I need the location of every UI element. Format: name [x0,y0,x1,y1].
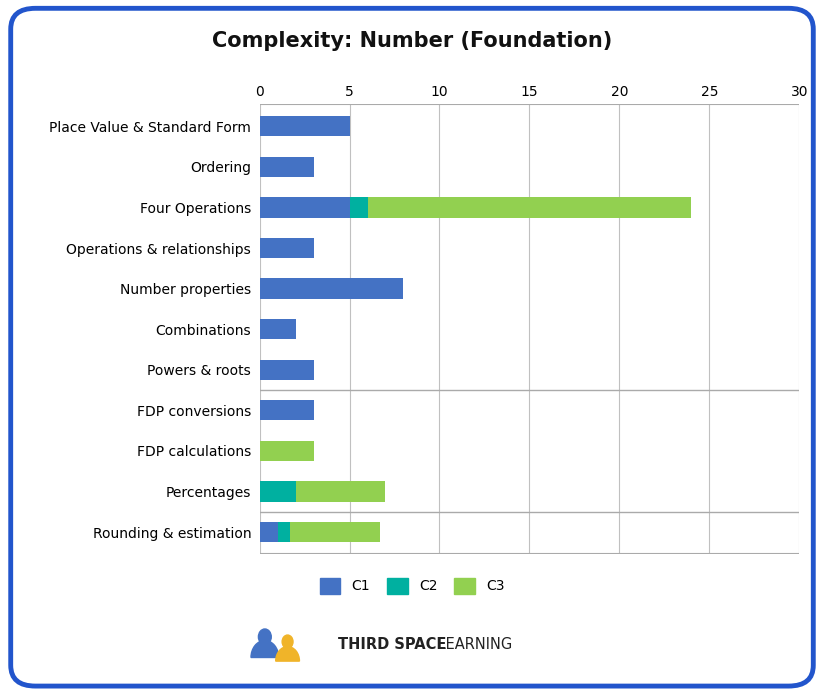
Text: Complexity: Number (Foundation): Complexity: Number (Foundation) [212,31,612,51]
Bar [278,522,290,542]
Circle shape [259,629,271,644]
Bar [290,522,380,542]
Text: THIRD SPACE: THIRD SPACE [338,637,447,652]
Bar [260,157,313,177]
Bar [260,522,278,542]
Wedge shape [276,647,299,661]
Bar [260,238,313,258]
Circle shape [282,635,293,649]
Bar [260,360,313,380]
Bar [296,482,386,502]
Bar [349,198,368,218]
Bar [260,279,404,299]
Text: LEARNING: LEARNING [433,637,512,652]
Bar [260,319,296,340]
Bar [260,400,313,421]
Bar [260,116,349,137]
Bar [368,198,691,218]
Wedge shape [251,640,279,658]
Bar [260,441,313,461]
Bar [260,198,349,218]
Bar [260,482,296,502]
Legend: C1, C2, C3: C1, C2, C3 [314,572,510,599]
